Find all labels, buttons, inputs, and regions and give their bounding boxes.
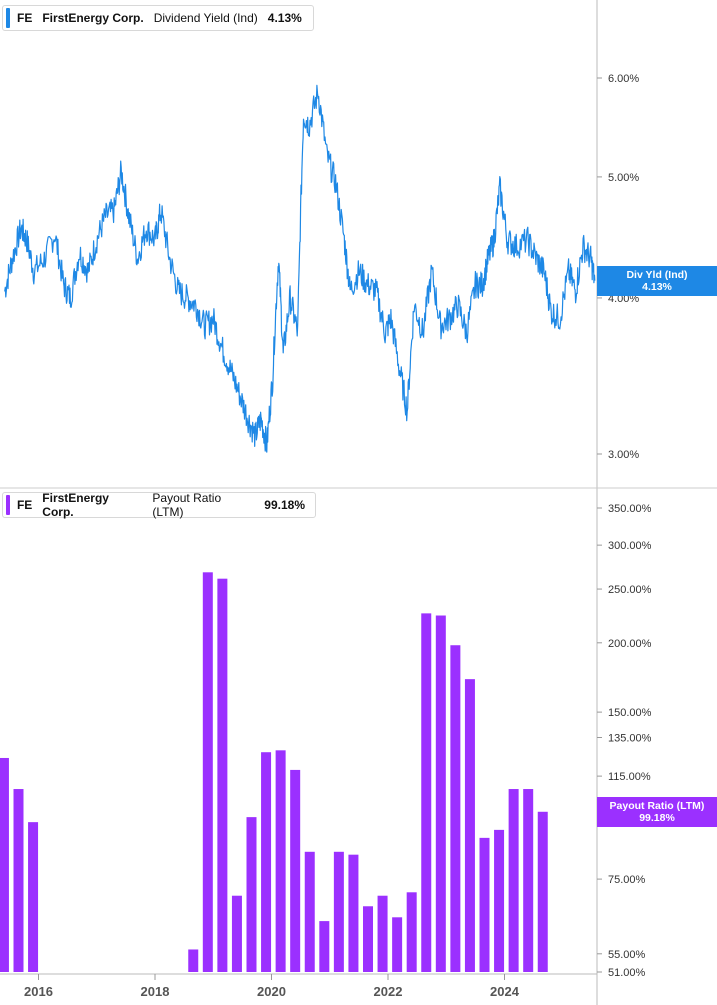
dividend-yield-line [4,84,596,453]
payout-legend[interactable]: FE FirstEnergy Corp. Payout Ratio (LTM) … [2,491,316,519]
payout-bar [494,829,505,972]
payout-bar [246,817,257,972]
payout-value-tag: Payout Ratio (LTM) 99.18% [597,797,717,827]
yield-legend-ticker: FE [17,11,33,25]
yield-legend-value: 4.13% [267,11,302,25]
payout-axis-tick-label: 300.00% [608,540,652,552]
yield-tag-value: 4.13% [642,281,672,293]
yield-tag-label: Div Yld (Ind) [626,269,688,281]
yield-axis-tick-label: 5.00% [608,172,639,184]
x-axis-tick-label: 2022 [374,984,403,999]
payout-bar [508,789,519,972]
payout-bar [421,613,432,972]
payout-tag-label: Payout Ratio (LTM) [609,800,705,812]
payout-bar [333,851,344,972]
payout-axis-tick-label: 75.00% [608,874,646,886]
payout-axis-tick-label: 115.00% [608,771,651,783]
payout-bar [450,645,461,972]
payout-axis-tick-label: 51.00% [608,967,646,979]
payout-axis-tick-label: 250.00% [608,584,652,596]
payout-axis-tick-label: 200.00% [608,638,652,650]
payout-bar [523,789,534,972]
payout-axis-tick-label: 150.00% [608,707,652,719]
payout-legend-metric: Payout Ratio (LTM) [152,491,222,519]
yield-axis-tick-label: 6.00% [608,73,639,85]
payout-bar [348,854,359,972]
payout-bar [304,851,315,972]
payout-bar [261,752,272,972]
payout-bar [231,895,242,972]
payout-bar [435,615,446,972]
payout-bar [275,750,286,972]
payout-bar [217,578,228,972]
payout-bar [188,949,199,972]
yield-value-tag: Div Yld (Ind) 4.13% [597,266,717,296]
payout-axis-tick-label: 55.00% [608,949,646,961]
payout-bar [479,837,490,972]
payout-bar [363,906,373,972]
yield-legend-swatch [6,8,10,28]
payout-bar [13,789,24,972]
payout-bar [464,679,475,972]
payout-bar [0,757,9,972]
yield-legend-metric: Dividend Yield (Ind) [153,11,258,25]
payout-legend-company: FirstEnergy Corp. [42,491,109,519]
payout-bar [319,921,330,972]
payout-bar [202,572,213,972]
yield-legend[interactable]: FE FirstEnergy Corp. Dividend Yield (Ind… [2,5,314,31]
x-axis-tick-label: 2024 [490,984,520,999]
payout-bar [406,892,417,972]
payout-axis-tick-label: 135.00% [608,732,652,744]
payout-bar [377,895,388,972]
x-axis-tick-label: 2020 [257,984,286,999]
payout-bar [537,811,548,972]
payout-tag-value: 99.18% [639,812,675,824]
payout-bar [290,769,301,972]
payout-axis-tick-label: 350.00% [608,503,652,515]
x-axis-tick-label: 2018 [141,984,170,999]
payout-legend-value: 99.18% [264,498,305,512]
payout-legend-ticker: FE [16,498,33,512]
yield-axis-tick-label: 3.00% [608,449,639,461]
payout-bar [28,822,39,972]
payout-bar [392,917,403,972]
payout-legend-swatch [6,495,10,515]
yield-legend-company: FirstEnergy Corp. [42,11,144,25]
x-axis-tick-label: 2016 [24,984,53,999]
